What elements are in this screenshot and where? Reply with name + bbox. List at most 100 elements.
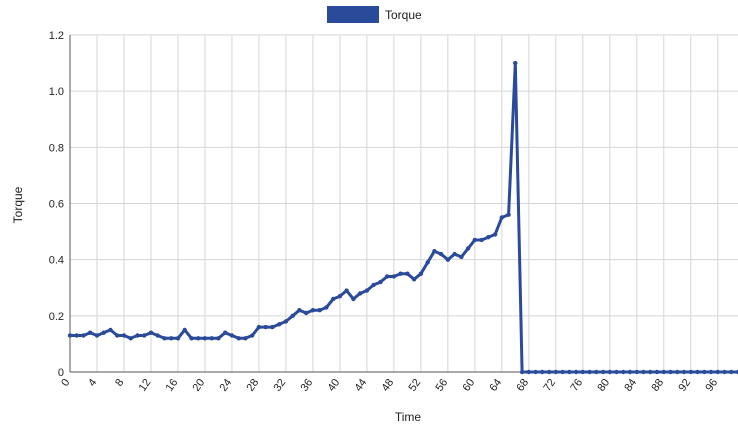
x-axis-ticks: 0 4 8 12 16 20 24 28 32 36 40 44 48 52 56 60 64 68 72 76 80 8… — [59, 377, 720, 394]
x-tick-label: 44 — [352, 377, 369, 394]
x-tick-label: 88 — [649, 377, 666, 394]
data-point — [695, 369, 700, 375]
data-point — [648, 369, 653, 375]
data-point — [627, 369, 633, 375]
data-point — [560, 369, 565, 375]
data-point — [729, 369, 734, 375]
data-point — [661, 369, 666, 375]
data-point — [688, 369, 693, 375]
data-point — [142, 333, 147, 338]
data-point — [88, 330, 93, 335]
data-point — [115, 333, 120, 338]
data-point — [351, 296, 356, 302]
data-point — [229, 333, 235, 338]
data-point — [121, 333, 127, 338]
data-point — [492, 232, 498, 237]
data-point — [94, 333, 100, 338]
data-point — [506, 212, 511, 217]
data-point — [223, 330, 228, 335]
data-point — [270, 324, 275, 330]
data-point — [668, 369, 673, 375]
series-line-torque — [70, 61, 738, 374]
data-point — [472, 237, 477, 243]
data-point — [384, 274, 390, 279]
data-point — [567, 369, 572, 375]
data-point — [486, 235, 491, 240]
data-point — [425, 260, 430, 265]
x-tick-label: 12 — [137, 377, 154, 394]
y-tick-label: 0 — [58, 367, 64, 379]
data-point — [304, 310, 309, 316]
x-tick-label: 68 — [514, 377, 531, 394]
data-point — [533, 369, 538, 375]
data-point — [364, 288, 370, 293]
data-point — [398, 271, 403, 276]
data-point — [243, 336, 248, 341]
data-point — [250, 333, 255, 338]
data-point — [675, 369, 680, 375]
y-tick-label: 1.2 — [49, 30, 64, 42]
data-point — [438, 251, 444, 257]
data-point — [573, 369, 579, 375]
x-tick-label: 36 — [299, 377, 316, 394]
data-point — [411, 277, 417, 282]
data-point — [607, 369, 612, 375]
data-point — [263, 324, 268, 330]
data-point — [169, 336, 174, 341]
x-tick-label: 48 — [379, 377, 396, 394]
x-tick-label: 32 — [272, 377, 289, 394]
data-point — [708, 369, 714, 375]
x-tick-label: 28 — [245, 377, 262, 394]
x-tick-label: 4 — [86, 377, 99, 389]
x-tick-label: 76 — [568, 377, 585, 394]
data-point — [681, 369, 687, 375]
data-point — [735, 369, 738, 375]
data-point — [283, 319, 289, 324]
data-point — [594, 369, 599, 375]
data-point — [101, 330, 106, 335]
data-point — [587, 369, 592, 375]
data-point — [175, 336, 181, 341]
data-point — [378, 279, 383, 285]
data-point — [445, 257, 451, 262]
data-point — [189, 336, 194, 341]
data-point — [519, 369, 525, 375]
x-tick-label: 24 — [218, 377, 235, 394]
legend-label-torque: Torque — [385, 8, 422, 22]
data-point — [621, 369, 626, 375]
data-point — [256, 324, 262, 330]
x-tick-label: 8 — [113, 377, 126, 389]
data-point — [715, 369, 720, 375]
y-tick-label: 1.0 — [49, 86, 64, 98]
data-point — [371, 282, 376, 288]
data-point — [546, 369, 552, 375]
data-point — [432, 249, 437, 254]
x-tick-label: 80 — [595, 377, 612, 394]
data-point — [600, 369, 606, 375]
data-point — [202, 336, 208, 341]
data-point — [702, 369, 707, 375]
data-point — [128, 336, 133, 341]
x-tick-label: 16 — [164, 377, 181, 394]
data-point — [290, 313, 295, 318]
data-point — [331, 296, 336, 302]
data-point — [540, 369, 545, 375]
data-point — [310, 308, 316, 313]
data-point — [418, 271, 424, 276]
x-tick-label: 52 — [406, 377, 423, 394]
data-point — [297, 308, 302, 313]
data-point — [324, 305, 329, 310]
data-point — [459, 254, 464, 260]
x-tick-label: 96 — [703, 377, 720, 394]
data-point — [216, 336, 221, 341]
x-tick-label: 60 — [460, 377, 477, 394]
legend[interactable]: Torque — [327, 6, 422, 23]
data-point — [317, 308, 322, 313]
data-point — [277, 322, 282, 327]
data-point — [162, 336, 167, 341]
data-point — [634, 369, 639, 375]
data-point — [236, 336, 241, 341]
data-point — [357, 291, 363, 296]
data-point — [614, 369, 619, 375]
